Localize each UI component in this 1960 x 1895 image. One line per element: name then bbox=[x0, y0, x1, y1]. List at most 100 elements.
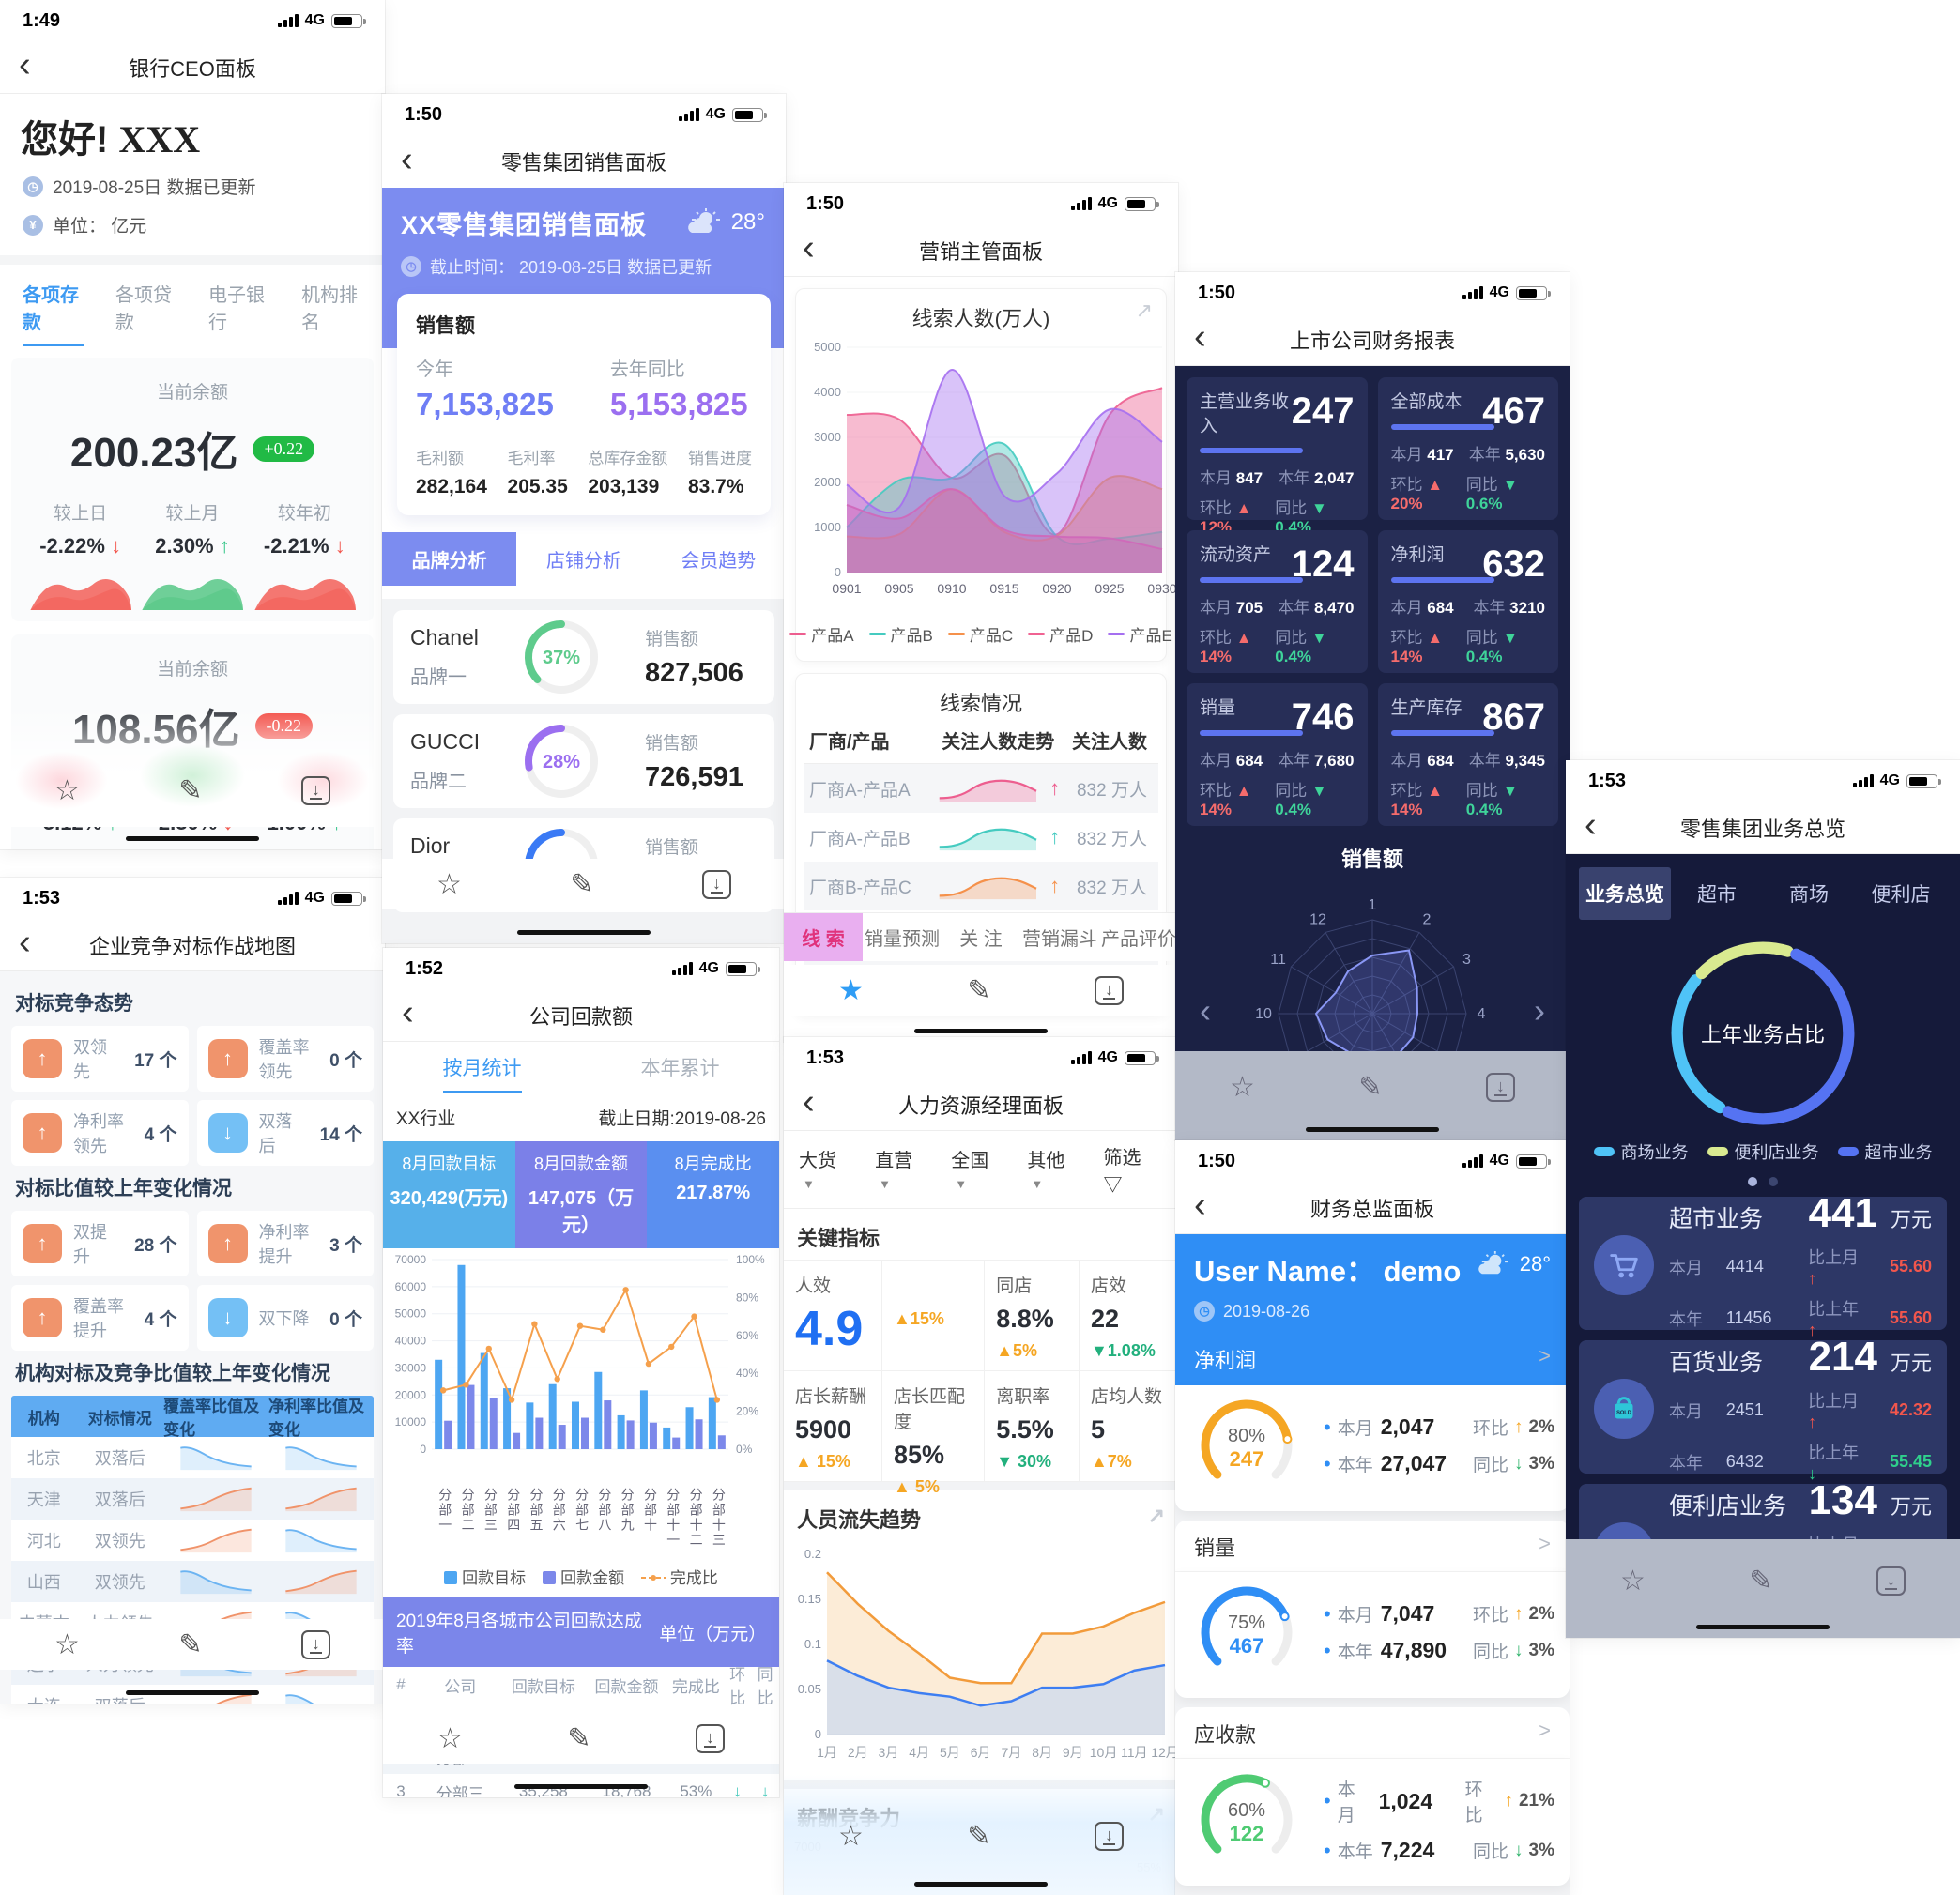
tab-ytd[interactable]: 本年累计 bbox=[640, 1058, 720, 1079]
edit-icon[interactable]: ✎ bbox=[1749, 1565, 1773, 1597]
home-indicator[interactable] bbox=[914, 1029, 1048, 1033]
filter-other[interactable]: 其他▼ bbox=[1027, 1151, 1065, 1191]
download-icon[interactable]: ↓ bbox=[1485, 1072, 1515, 1102]
tab-monthly[interactable]: 按月统计 bbox=[442, 1053, 522, 1093]
tab-overview[interactable]: 业务总览 bbox=[1579, 867, 1671, 920]
tab-supermarket[interactable]: 超市 bbox=[1697, 884, 1737, 906]
vendor-product: 厂商A-产品A bbox=[809, 780, 911, 801]
download-icon[interactable]: ↓ bbox=[300, 1629, 330, 1659]
filter-button[interactable]: 筛选 ▽ bbox=[1103, 1148, 1141, 1196]
sales-label: 销售额 bbox=[645, 734, 699, 754]
home-indicator[interactable] bbox=[514, 1784, 648, 1789]
tab-ranking[interactable]: 机构排名 bbox=[301, 285, 358, 333]
svg-text:8月: 8月 bbox=[1032, 1745, 1052, 1760]
table-unit: 单位（万元） bbox=[659, 1624, 767, 1644]
balance-card-1: 当前余额 200.23亿 +0.22 较上日 -2.22% ↓ 较上月 2.30% ↑ 较… bbox=[11, 358, 374, 622]
card-title-row[interactable]: 销量 > bbox=[1175, 1521, 1570, 1572]
filter-region[interactable]: 全国▼ bbox=[951, 1151, 989, 1191]
tab-store-analysis[interactable]: 店铺分析 bbox=[545, 551, 621, 572]
tab-funnel[interactable]: 营销漏斗 bbox=[1022, 929, 1097, 950]
content: User Name： demo 28° ◷ 2019-08-26 净利润 >80% 2… bbox=[1175, 1234, 1570, 1895]
back-button[interactable]: ‹ bbox=[803, 228, 815, 268]
expand-icon[interactable]: ↗ bbox=[1135, 298, 1153, 322]
card-title: 销售额 bbox=[416, 315, 475, 337]
download-icon[interactable]: ↓ bbox=[701, 869, 731, 899]
edit-icon[interactable]: ✎ bbox=[570, 868, 594, 900]
signal-icon bbox=[671, 962, 693, 975]
download-icon[interactable]: ↓ bbox=[1094, 1821, 1124, 1851]
back-button[interactable]: ‹ bbox=[19, 45, 31, 85]
favorite-icon-filled[interactable]: ★ bbox=[838, 974, 864, 1006]
yoy-delta: ▼ 0.4% bbox=[1465, 781, 1519, 818]
tab-follow[interactable]: 关 注 bbox=[959, 929, 1003, 950]
tab-leads[interactable]: 线 索 bbox=[784, 913, 863, 961]
svg-text:0.2: 0.2 bbox=[804, 1547, 821, 1561]
business-name: 百货业务 bbox=[1669, 1350, 1764, 1376]
date-line: ◷ 2019-08-26 bbox=[1194, 1301, 1551, 1322]
table-row: 厂商A-产品A ↑ 832 万人 bbox=[804, 764, 1158, 813]
trend-arrow-icon: ↓ bbox=[111, 534, 122, 558]
tab-convenience[interactable]: 便利店 bbox=[1871, 884, 1931, 906]
metric-value: 282,164 bbox=[416, 476, 487, 497]
edit-icon[interactable]: ✎ bbox=[1358, 1071, 1383, 1103]
metric-value: 83.7% bbox=[687, 476, 744, 497]
back-button[interactable]: ‹ bbox=[402, 993, 414, 1033]
status-bar: 1:50 4G bbox=[1175, 1140, 1570, 1182]
tab-member-trend[interactable]: 会员趋势 bbox=[681, 551, 757, 572]
legend-item: 产品E bbox=[1108, 622, 1172, 646]
tab-loans[interactable]: 各项贷款 bbox=[115, 285, 172, 333]
download-icon[interactable]: ↓ bbox=[695, 1723, 725, 1753]
download-icon[interactable]: ↓ bbox=[1094, 975, 1124, 1005]
date-text: 2019-08-26 bbox=[1223, 1301, 1310, 1321]
x-axis-label: 分部十 bbox=[642, 1488, 658, 1533]
home-indicator[interactable] bbox=[517, 930, 651, 935]
back-button[interactable]: ‹ bbox=[19, 923, 31, 963]
tab-deposits[interactable]: 各项存款 bbox=[23, 280, 84, 346]
favorite-icon[interactable]: ☆ bbox=[1620, 1565, 1646, 1597]
tab-sales-forecast[interactable]: 销量预测 bbox=[865, 929, 940, 950]
filter-category[interactable]: 大货▼ bbox=[799, 1151, 836, 1191]
tab-product-review[interactable]: 产品评价 bbox=[1101, 929, 1176, 950]
filter-channel[interactable]: 直营▼ bbox=[875, 1151, 913, 1191]
edit-icon[interactable]: ✎ bbox=[967, 1820, 991, 1852]
home-indicator[interactable] bbox=[1306, 1127, 1439, 1132]
favorite-icon[interactable]: ☆ bbox=[1230, 1071, 1255, 1103]
edit-icon[interactable]: ✎ bbox=[178, 1628, 203, 1660]
card-title-row[interactable]: 净利润 > bbox=[1175, 1331, 1570, 1385]
yoy-arrow-icon: ↓ bbox=[760, 1782, 770, 1797]
competition-benchmark-screen: 1:53 4G ‹ 企业竞争对标作战地图 对标竞争态势 ↑ 双领先 17 个 ↑ 覆盖率领先… bbox=[0, 878, 385, 1704]
signal-icon bbox=[1070, 1051, 1092, 1064]
status-time: 1:49 bbox=[23, 9, 61, 31]
download-icon[interactable]: ↓ bbox=[300, 775, 330, 805]
this-year: 今年 7,153,825 bbox=[416, 354, 554, 422]
back-button[interactable]: ‹ bbox=[1194, 317, 1206, 358]
back-button[interactable]: ‹ bbox=[803, 1082, 815, 1123]
download-icon[interactable]: ↓ bbox=[1876, 1566, 1906, 1596]
tab-ebank[interactable]: 电子银行 bbox=[208, 285, 265, 333]
card-title-row[interactable]: 应收款 > bbox=[1175, 1707, 1570, 1759]
edit-icon[interactable]: ✎ bbox=[178, 774, 203, 806]
tab-mall[interactable]: 商场 bbox=[1789, 884, 1829, 906]
edit-icon[interactable]: ✎ bbox=[567, 1722, 591, 1754]
back-button[interactable]: ‹ bbox=[1194, 1185, 1206, 1226]
favorite-icon[interactable]: ☆ bbox=[437, 1722, 463, 1754]
carousel-left-icon[interactable]: ‹ bbox=[1200, 991, 1211, 1030]
home-indicator[interactable] bbox=[1696, 1625, 1830, 1629]
home-indicator[interactable] bbox=[126, 1690, 259, 1695]
legend-item: 超市业务 bbox=[1837, 1139, 1933, 1164]
favorite-icon[interactable]: ☆ bbox=[436, 868, 462, 900]
trend-arrow-icon: ↑ bbox=[23, 1039, 62, 1078]
carousel-right-icon[interactable]: › bbox=[1534, 991, 1545, 1030]
edit-icon[interactable]: ✎ bbox=[967, 974, 991, 1006]
back-button[interactable]: ‹ bbox=[401, 139, 413, 179]
favorite-icon[interactable]: ☆ bbox=[54, 1628, 80, 1660]
favorite-icon[interactable]: ☆ bbox=[838, 1820, 864, 1852]
home-indicator[interactable] bbox=[126, 836, 259, 841]
expand-icon[interactable]: ↗ bbox=[1147, 1504, 1165, 1527]
back-button[interactable]: ‹ bbox=[1585, 805, 1597, 846]
tab-brand-analysis[interactable]: 品牌分析 bbox=[382, 532, 517, 586]
table-title-bar: 2019年8月各城市公司回款达成率 单位（万元） bbox=[383, 1597, 779, 1667]
carousel-dots[interactable] bbox=[1579, 1177, 1947, 1186]
home-indicator[interactable] bbox=[914, 1882, 1048, 1887]
favorite-icon[interactable]: ☆ bbox=[54, 774, 80, 806]
